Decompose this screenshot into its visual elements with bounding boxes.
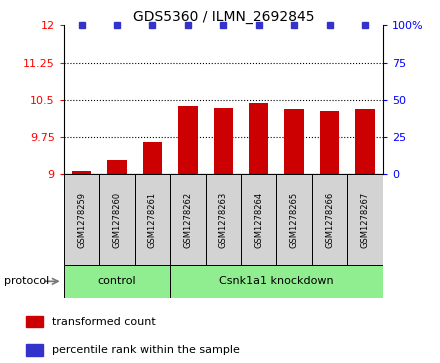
Text: GSM1278264: GSM1278264	[254, 192, 263, 248]
Text: GSM1278263: GSM1278263	[219, 192, 228, 248]
Bar	[178, 106, 198, 174]
Text: GSM1278262: GSM1278262	[183, 192, 192, 248]
Bar	[356, 109, 375, 174]
Title: GDS5360 / ILMN_2692845: GDS5360 / ILMN_2692845	[132, 11, 314, 24]
Text: control: control	[98, 276, 136, 286]
Bar	[72, 171, 91, 174]
Text: percentile rank within the sample: percentile rank within the sample	[52, 345, 240, 355]
Bar	[347, 174, 383, 265]
Text: GSM1278266: GSM1278266	[325, 192, 334, 248]
Bar	[26, 316, 43, 327]
Bar	[26, 344, 43, 356]
Text: GSM1278265: GSM1278265	[290, 192, 299, 248]
Text: GSM1278261: GSM1278261	[148, 192, 157, 248]
Text: GSM1278267: GSM1278267	[360, 192, 370, 248]
Bar	[312, 174, 347, 265]
Bar	[64, 265, 170, 298]
Text: GSM1278260: GSM1278260	[113, 192, 121, 248]
Bar	[170, 265, 383, 298]
Bar	[99, 174, 135, 265]
Bar	[213, 108, 233, 174]
Bar	[241, 174, 276, 265]
Text: Csnk1a1 knockdown: Csnk1a1 knockdown	[219, 276, 334, 286]
Text: transformed count: transformed count	[52, 317, 156, 327]
Bar	[276, 174, 312, 265]
Bar	[64, 174, 99, 265]
Bar	[320, 111, 339, 174]
Text: GSM1278259: GSM1278259	[77, 192, 86, 248]
Bar	[249, 103, 268, 174]
Bar	[170, 174, 205, 265]
Text: protocol: protocol	[4, 276, 50, 286]
Bar	[284, 109, 304, 174]
Bar	[107, 160, 127, 174]
Bar	[205, 174, 241, 265]
Bar	[135, 174, 170, 265]
Bar	[143, 142, 162, 174]
